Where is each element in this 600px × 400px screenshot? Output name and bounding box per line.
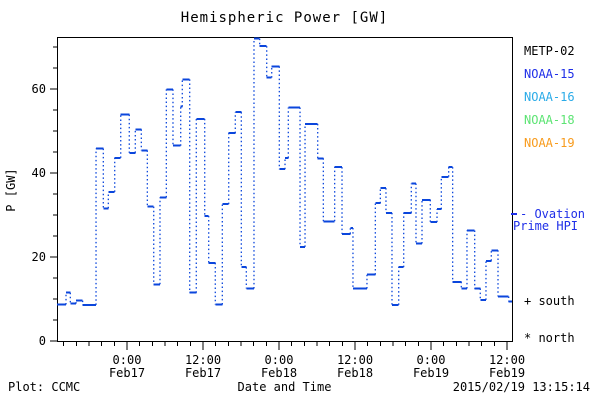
legend-item-noaa16: NOAA-16 xyxy=(524,90,575,104)
x-tick-label-date: Feb18 xyxy=(337,366,373,380)
legend-item-metp02: METP-02 xyxy=(524,44,575,58)
y-tick-label: 0 xyxy=(39,334,46,348)
north-marker-label: * north xyxy=(524,331,575,345)
y-tick-label: 20 xyxy=(32,250,46,264)
south-marker-label: + south xyxy=(524,294,575,308)
x-tick-label-date: Feb19 xyxy=(413,366,449,380)
plot-timestamp: 2015/02/19 13:15:14 xyxy=(452,380,590,394)
x-tick-label-time: 0:00 xyxy=(113,353,142,367)
x-tick-label-time: 0:00 xyxy=(417,353,446,367)
ovation-legend-line2: Prime HPI xyxy=(513,219,579,233)
x-tick-label-time: 12:00 xyxy=(185,353,221,367)
x-tick-label-date: Feb18 xyxy=(261,366,297,380)
legend-item-noaa15: NOAA-15 xyxy=(524,67,575,81)
y-axis-label: P [GW] xyxy=(4,168,18,212)
x-axis-title: Date and Time xyxy=(237,380,332,394)
x-tick-label-date: Feb17 xyxy=(109,366,145,380)
x-tick-label-time: 12:00 xyxy=(337,353,373,367)
legend-item-noaa19: NOAA-19 xyxy=(524,136,575,150)
ovation-line-sample-icon xyxy=(511,213,517,215)
x-tick-label-time: 12:00 xyxy=(489,353,525,367)
chart-title: Hemispheric Power [GW] xyxy=(180,10,389,26)
y-tick-label: 40 xyxy=(32,166,46,180)
x-tick-label-date: Feb19 xyxy=(489,366,525,380)
x-tick-label-time: 0:00 xyxy=(265,353,294,367)
ovation-legend-line1: - Ovation xyxy=(520,207,586,221)
plot-credit: Plot: CCMC xyxy=(8,380,81,394)
legend-item-noaa18: NOAA-18 xyxy=(524,113,575,127)
y-tick-label: 60 xyxy=(32,82,46,96)
x-tick-label-date: Feb17 xyxy=(185,366,221,380)
